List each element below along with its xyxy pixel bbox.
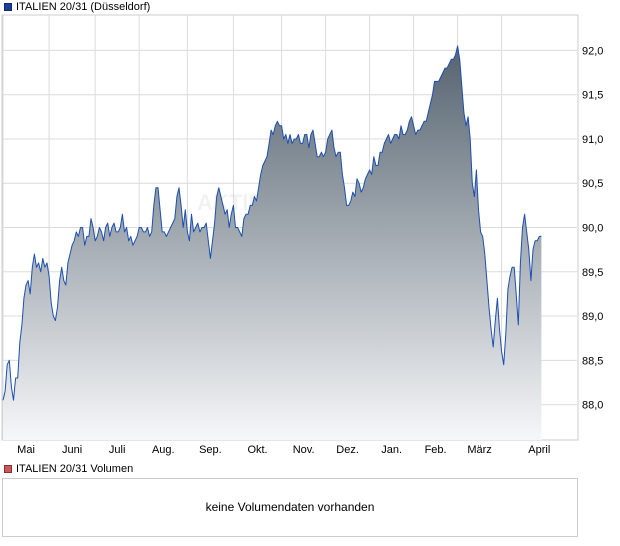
volume-legend-label: ITALIEN 20/31 Volumen — [16, 463, 134, 475]
y-tick-label: 92,0 — [582, 45, 603, 57]
volume-empty-message: keine Volumendaten vorhanden — [205, 500, 375, 514]
x-tick-label: Nov. — [293, 444, 315, 456]
y-tick-label: 89,5 — [582, 267, 603, 279]
volume-panel: keine Volumendaten vorhanden — [2, 478, 578, 537]
y-tick-label: 89,0 — [582, 311, 603, 323]
x-tick-label: Aug. — [152, 444, 175, 456]
y-tick-label: 90,5 — [582, 178, 603, 190]
x-axis-labels: Mai Juni Juli Aug. Sep. Okt. Nov. Dez. Jan. Feb. M… — [17, 444, 550, 456]
price-line — [2, 45, 542, 401]
price-legend-swatch-icon — [4, 3, 12, 11]
price-chart: AKTIEN 88,088,589,089,590,090,591,091,59… — [1, 14, 603, 456]
y-tick-label: 91,0 — [582, 134, 603, 146]
volume-legend-swatch-icon — [4, 465, 12, 473]
volume-legend: ITALIEN 20/31 Volumen — [4, 463, 133, 475]
x-tick-label: Dez. — [336, 444, 359, 456]
x-tick-label: Mai — [17, 444, 35, 456]
x-tick-label: Sep. — [199, 444, 222, 456]
x-tick-label: März — [467, 444, 491, 456]
y-tick-label: 88,0 — [582, 400, 603, 412]
y-tick-label: 91,5 — [582, 90, 603, 102]
price-legend: ITALIEN 20/31 (Düsseldorf) — [4, 1, 150, 13]
y-tick-label: 90,0 — [582, 223, 603, 235]
y-axis-labels: 88,0 88,5 89,0 89,5 90,0 90,5 91,0 91,5 92,0 — [582, 45, 603, 411]
x-tick-label: Jan. — [381, 444, 402, 456]
x-tick-label: Okt. — [247, 444, 267, 456]
x-tick-label: April — [528, 444, 550, 456]
x-tick-label: Juli — [109, 444, 126, 456]
x-tick-label: Feb. — [425, 444, 447, 456]
x-tick-label: Juni — [62, 444, 82, 456]
price-area — [3, 46, 542, 440]
price-legend-label: ITALIEN 20/31 (Düsseldorf) — [16, 1, 151, 13]
y-tick-label: 88,5 — [582, 355, 603, 367]
